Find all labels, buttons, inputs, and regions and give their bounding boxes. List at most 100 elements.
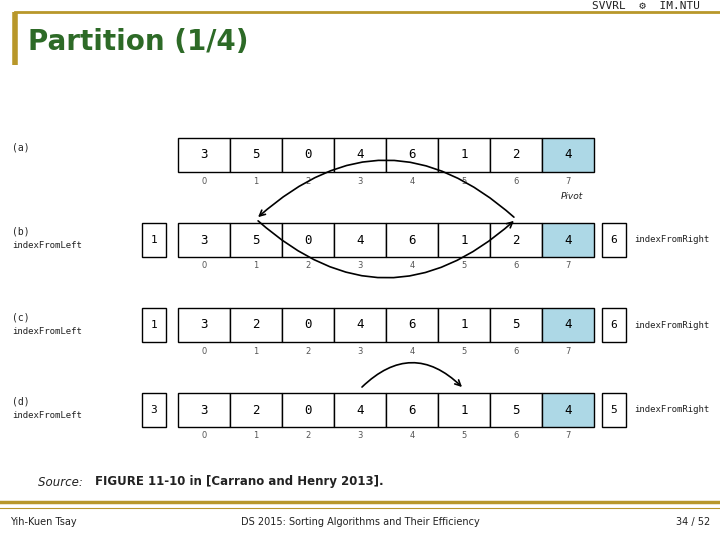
Text: 0: 0 bbox=[202, 431, 207, 441]
Bar bbox=[178, 393, 230, 427]
Bar bbox=[178, 138, 230, 172]
Text: 2: 2 bbox=[512, 148, 520, 161]
Text: 6: 6 bbox=[513, 261, 518, 271]
Bar bbox=[282, 308, 334, 342]
Bar bbox=[386, 393, 438, 427]
Bar bbox=[542, 223, 594, 257]
Text: 1: 1 bbox=[253, 177, 258, 186]
Bar bbox=[230, 393, 282, 427]
Text: 4: 4 bbox=[564, 319, 572, 332]
Bar bbox=[386, 138, 438, 172]
Text: 5: 5 bbox=[512, 403, 520, 416]
Text: 0: 0 bbox=[202, 177, 207, 186]
Text: 6: 6 bbox=[611, 320, 617, 330]
Bar bbox=[386, 308, 438, 342]
Text: 3: 3 bbox=[357, 177, 363, 186]
Text: indexFromLeft: indexFromLeft bbox=[12, 241, 82, 251]
Text: 2: 2 bbox=[252, 319, 260, 332]
Text: 4: 4 bbox=[564, 148, 572, 161]
Text: 5: 5 bbox=[252, 148, 260, 161]
Text: 2: 2 bbox=[305, 347, 310, 355]
Bar bbox=[230, 138, 282, 172]
Text: SVVRL  ⚙  IM.NTU: SVVRL ⚙ IM.NTU bbox=[592, 1, 700, 11]
Text: 1: 1 bbox=[253, 347, 258, 355]
Bar bbox=[282, 138, 334, 172]
Text: 4: 4 bbox=[356, 148, 364, 161]
Text: 0: 0 bbox=[202, 347, 207, 355]
Bar bbox=[178, 223, 230, 257]
Text: (c): (c) bbox=[12, 312, 30, 322]
Text: 5: 5 bbox=[462, 261, 467, 271]
Bar bbox=[438, 308, 490, 342]
Text: (a): (a) bbox=[12, 142, 30, 152]
Text: 6: 6 bbox=[408, 403, 415, 416]
Text: 5: 5 bbox=[252, 233, 260, 246]
Text: 5: 5 bbox=[512, 319, 520, 332]
Text: 2: 2 bbox=[305, 261, 310, 271]
Text: DS 2015: Sorting Algorithms and Their Efficiency: DS 2015: Sorting Algorithms and Their Ef… bbox=[240, 517, 480, 527]
Bar bbox=[230, 223, 282, 257]
Bar bbox=[386, 223, 438, 257]
Text: 7: 7 bbox=[565, 177, 571, 186]
Text: 3: 3 bbox=[200, 319, 208, 332]
Text: 2: 2 bbox=[252, 403, 260, 416]
Bar bbox=[542, 393, 594, 427]
Text: 1: 1 bbox=[150, 320, 158, 330]
Text: 0: 0 bbox=[305, 319, 312, 332]
Text: 6: 6 bbox=[513, 431, 518, 441]
Text: 0: 0 bbox=[305, 148, 312, 161]
Bar bbox=[602, 308, 626, 342]
Text: 4: 4 bbox=[410, 347, 415, 355]
Text: indexFromLeft: indexFromLeft bbox=[12, 411, 82, 421]
Text: 4: 4 bbox=[356, 233, 364, 246]
Text: (b): (b) bbox=[12, 227, 30, 237]
Text: 6: 6 bbox=[513, 347, 518, 355]
Text: Source:: Source: bbox=[38, 476, 86, 489]
Bar bbox=[490, 223, 542, 257]
Bar bbox=[142, 223, 166, 257]
Text: 6: 6 bbox=[408, 319, 415, 332]
Text: 34 / 52: 34 / 52 bbox=[676, 517, 710, 527]
Text: 1: 1 bbox=[253, 261, 258, 271]
Text: indexFromRight: indexFromRight bbox=[634, 235, 709, 245]
Text: 1: 1 bbox=[460, 403, 468, 416]
Text: 0: 0 bbox=[305, 403, 312, 416]
Text: 1: 1 bbox=[150, 235, 158, 245]
Text: FIGURE 11-10 in [Carrano and Henry 2013].: FIGURE 11-10 in [Carrano and Henry 2013]… bbox=[95, 476, 384, 489]
Text: 7: 7 bbox=[565, 431, 571, 441]
Text: 3: 3 bbox=[200, 403, 208, 416]
Text: indexFromRight: indexFromRight bbox=[634, 406, 709, 415]
Text: 3: 3 bbox=[357, 431, 363, 441]
Text: Yih-Kuen Tsay: Yih-Kuen Tsay bbox=[10, 517, 76, 527]
Text: 7: 7 bbox=[565, 261, 571, 271]
Text: 4: 4 bbox=[410, 177, 415, 186]
Text: Pivot: Pivot bbox=[561, 192, 583, 201]
Bar bbox=[438, 138, 490, 172]
Bar bbox=[438, 393, 490, 427]
Text: 7: 7 bbox=[565, 347, 571, 355]
Bar bbox=[490, 308, 542, 342]
Text: 4: 4 bbox=[564, 403, 572, 416]
Text: 1: 1 bbox=[460, 233, 468, 246]
Bar bbox=[334, 138, 386, 172]
Text: 2: 2 bbox=[305, 431, 310, 441]
Text: 4: 4 bbox=[356, 319, 364, 332]
Text: Partition (1/4): Partition (1/4) bbox=[28, 28, 248, 56]
Text: indexFromRight: indexFromRight bbox=[634, 321, 709, 329]
Text: 3: 3 bbox=[150, 405, 158, 415]
Bar bbox=[334, 393, 386, 427]
Text: 3: 3 bbox=[200, 148, 208, 161]
Bar bbox=[542, 138, 594, 172]
Text: 6: 6 bbox=[408, 148, 415, 161]
Text: 2: 2 bbox=[305, 177, 310, 186]
Text: indexFromLeft: indexFromLeft bbox=[12, 327, 82, 335]
Bar bbox=[542, 308, 594, 342]
Text: 6: 6 bbox=[513, 177, 518, 186]
Bar bbox=[282, 393, 334, 427]
Text: 4: 4 bbox=[356, 403, 364, 416]
Text: 3: 3 bbox=[200, 233, 208, 246]
Text: 1: 1 bbox=[460, 148, 468, 161]
Bar bbox=[142, 393, 166, 427]
Text: 5: 5 bbox=[611, 405, 617, 415]
Bar bbox=[230, 308, 282, 342]
